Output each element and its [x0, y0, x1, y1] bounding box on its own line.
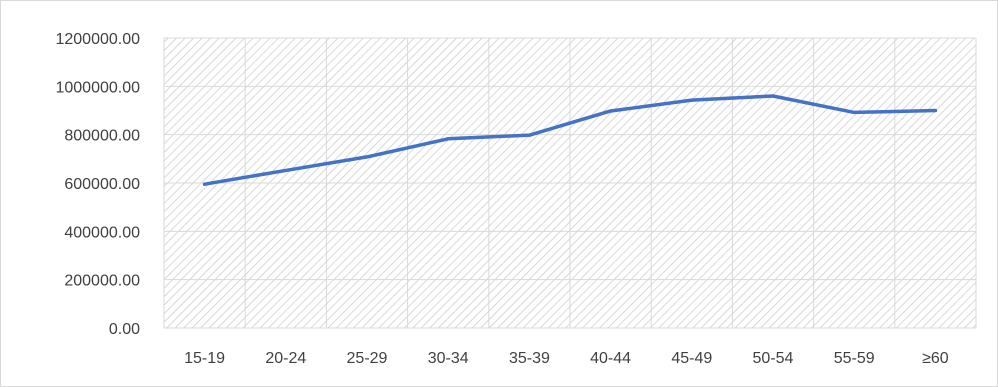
x-tick-label: 35-39	[509, 350, 550, 367]
data-point	[690, 98, 694, 102]
y-tick-label: 1200000.00	[55, 31, 140, 48]
x-tick-label: ≥60	[922, 350, 949, 367]
series-line	[202, 94, 938, 186]
x-tick-label: 20-24	[265, 350, 306, 367]
x-axis: 15-19 20-24 25-29 30-34 35-39 40-44 45-49 50-54…	[184, 350, 949, 367]
x-tick-label: 55-59	[834, 350, 875, 367]
data-point	[446, 137, 450, 141]
data-point	[527, 133, 532, 137]
x-tick-label: 25-29	[347, 350, 388, 367]
y-tick-label: 400000.00	[64, 224, 140, 241]
data-point	[203, 182, 207, 186]
x-tick-label: 40-44	[590, 350, 631, 367]
y-tick-label: 800000.00	[64, 128, 140, 145]
data-point	[365, 155, 369, 159]
y-tick-label: 600000.00	[64, 176, 140, 193]
y-axis: 0.00 200000.00 400000.00 600000.00 800000.00…	[55, 31, 140, 338]
gridlines	[163, 37, 977, 329]
data-point	[852, 110, 856, 115]
y-tick-label: 0.00	[109, 321, 140, 338]
x-tick-label: 45-49	[671, 350, 712, 367]
x-tick-label: 15-19	[184, 350, 225, 367]
y-tick-label: 1000000.00	[55, 79, 140, 96]
x-tick-label: 30-34	[428, 350, 469, 367]
x-tick-label: 50-54	[753, 350, 794, 367]
data-point	[284, 168, 288, 173]
data-point	[771, 94, 775, 98]
series-layer	[202, 94, 938, 186]
y-tick-label: 200000.00	[64, 273, 140, 290]
data-point	[609, 109, 613, 113]
data-point	[933, 108, 938, 113]
